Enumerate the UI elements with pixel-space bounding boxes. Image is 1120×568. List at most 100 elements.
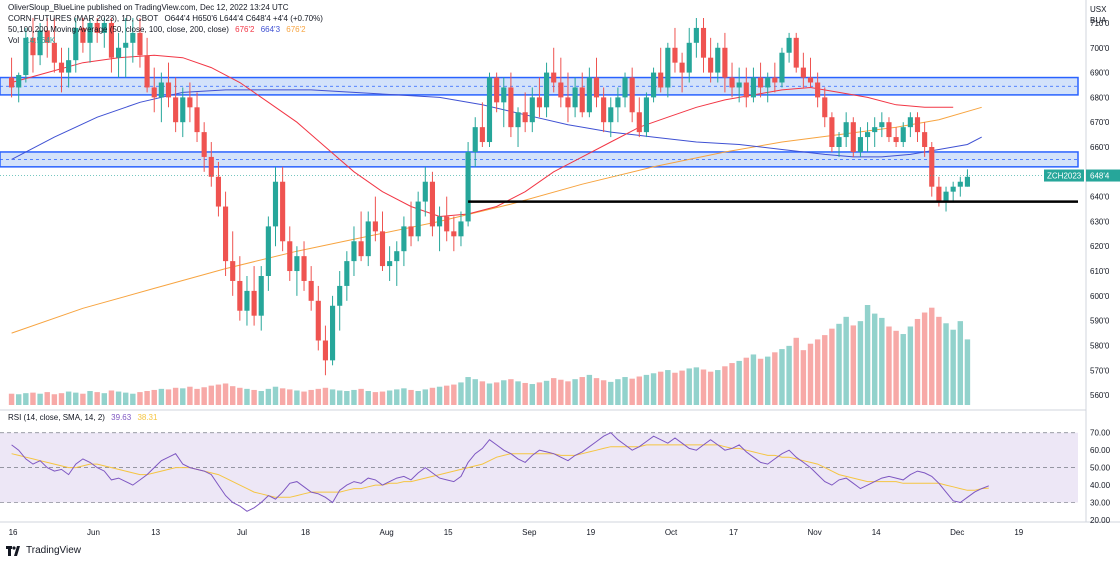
tradingview-logo-icon xyxy=(6,545,22,556)
volume-bar xyxy=(130,393,136,405)
volume-bar xyxy=(493,382,500,405)
volume-bar xyxy=(58,393,65,405)
volume-bar xyxy=(244,388,250,405)
volume-bar xyxy=(764,356,771,405)
candle-body xyxy=(80,27,86,43)
ma100-value: 664'3 xyxy=(260,25,281,34)
volume-bar xyxy=(529,384,536,405)
volume-bar xyxy=(158,388,165,405)
candle-body xyxy=(786,37,792,53)
volume-bar xyxy=(522,382,528,405)
candle-body xyxy=(815,82,821,98)
candle-body xyxy=(251,290,257,316)
volume-bar xyxy=(394,389,400,405)
volume-bar xyxy=(222,383,229,405)
rsi-tick-label: 40.00 xyxy=(1090,481,1111,490)
candle-body xyxy=(265,226,271,276)
volume-bar xyxy=(722,366,728,405)
rsi-tick-label: 50.00 xyxy=(1090,464,1111,473)
volume-bar xyxy=(279,388,286,405)
volume-bar xyxy=(836,323,842,405)
candle-body xyxy=(180,97,186,123)
candle-body xyxy=(622,77,628,98)
candle-body xyxy=(187,97,193,108)
volume-bar xyxy=(707,371,714,405)
candle-body xyxy=(757,77,764,88)
volume-bar xyxy=(372,392,379,405)
time-tick-label: Jul xyxy=(237,528,247,537)
candle-body xyxy=(208,156,214,177)
candle-body xyxy=(836,137,842,147)
ohlc-values: O644'4 H650'6 L644'4 C648'4 +4'4 (+0.70%… xyxy=(164,14,323,23)
volume-bar xyxy=(344,391,350,405)
volume-bar xyxy=(87,391,93,405)
volume-bar xyxy=(386,390,393,405)
price-tick-label: 600'0 xyxy=(1090,292,1110,301)
candle-body xyxy=(565,97,571,108)
candle-body xyxy=(929,147,935,187)
volume-bar xyxy=(451,384,457,405)
candle-body xyxy=(843,122,849,138)
candle-body xyxy=(230,261,236,281)
volume-bar xyxy=(672,372,678,405)
time-tick-label: 18 xyxy=(301,528,310,537)
price-tick-label: 640'0 xyxy=(1090,193,1110,202)
volume-bar xyxy=(608,381,614,405)
candle-body xyxy=(436,216,443,227)
volume-bar xyxy=(772,352,778,405)
candle-body xyxy=(822,97,828,118)
volume-bar xyxy=(822,335,828,405)
volume-bar xyxy=(686,368,692,405)
volume-bar xyxy=(258,391,264,405)
candle-body xyxy=(629,77,635,113)
volume-bar xyxy=(715,370,721,405)
volume-bar xyxy=(643,374,650,405)
symbol-badge xyxy=(1044,169,1084,182)
volume-bars xyxy=(8,305,971,405)
candle-body xyxy=(244,290,250,311)
time-tick-label: Sep xyxy=(522,528,537,537)
volume-bar xyxy=(964,339,971,405)
candle-body xyxy=(58,62,65,73)
volume-bar xyxy=(893,330,899,405)
candle-body xyxy=(486,77,493,143)
candle-body xyxy=(914,117,921,133)
candle-body xyxy=(608,107,614,123)
volume-bar xyxy=(586,374,593,405)
volume-bar xyxy=(814,339,821,405)
candle-body xyxy=(765,77,771,88)
volume-bar xyxy=(679,370,685,405)
volume-legend: Vol 14.564K xyxy=(8,36,59,45)
candle-body xyxy=(123,42,129,48)
tradingview-logo[interactable]: TradingView xyxy=(6,545,81,556)
time-tick-label: 13 xyxy=(151,528,160,537)
rsi-legend: RSI (14, close, SMA, 14, 2) 39.63 38.31 xyxy=(8,413,161,422)
candle-body xyxy=(415,201,421,237)
volume-bar xyxy=(615,379,621,405)
tradingview-logo-text: TradingView xyxy=(26,545,82,556)
candle-body xyxy=(358,241,364,257)
volume-bar xyxy=(536,382,543,405)
candle-body xyxy=(8,77,15,88)
volume-bar xyxy=(622,377,628,405)
volume-bar xyxy=(465,377,471,405)
volume-bar xyxy=(215,384,222,405)
candle-body xyxy=(850,122,856,152)
time-tick-label: 17 xyxy=(729,528,738,537)
volume-bar xyxy=(572,379,578,405)
candle-body xyxy=(379,231,386,267)
volume-bar xyxy=(51,394,58,405)
candle-body xyxy=(258,276,264,316)
candle-body xyxy=(957,181,963,187)
volume-bar xyxy=(472,379,478,405)
candle-body xyxy=(237,280,243,311)
rsi-tick-label: 60.00 xyxy=(1090,446,1111,455)
time-tick-label: Aug xyxy=(380,528,394,537)
ma50-value: 676'2 xyxy=(235,25,255,34)
volume-bar xyxy=(700,369,707,405)
candle-body xyxy=(615,97,621,108)
candle-body xyxy=(729,77,735,88)
